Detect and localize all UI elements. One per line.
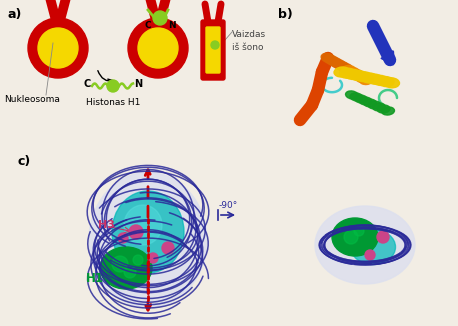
Ellipse shape [338,64,353,72]
Circle shape [211,41,219,49]
Circle shape [28,18,88,78]
Ellipse shape [100,247,152,289]
Circle shape [365,250,375,260]
Text: iš šono: iš šono [232,43,263,52]
Ellipse shape [335,62,349,70]
Ellipse shape [364,99,376,107]
Ellipse shape [315,206,415,284]
Text: c): c) [18,155,31,168]
Ellipse shape [332,59,345,68]
Circle shape [162,242,174,254]
Text: Histonas H1: Histonas H1 [86,98,140,107]
Ellipse shape [383,78,399,88]
Text: C: C [83,79,91,89]
Circle shape [138,28,178,68]
Circle shape [133,255,143,265]
Ellipse shape [345,69,361,80]
Ellipse shape [360,75,373,84]
Circle shape [344,230,358,244]
Ellipse shape [356,73,370,82]
Ellipse shape [349,69,363,79]
Ellipse shape [372,103,386,111]
Text: N: N [134,79,142,89]
Ellipse shape [350,230,396,264]
Ellipse shape [346,91,359,99]
Ellipse shape [359,97,372,105]
Ellipse shape [382,107,394,115]
Ellipse shape [367,74,383,84]
Ellipse shape [350,71,366,81]
Text: C: C [145,22,151,31]
Circle shape [124,266,136,278]
Text: N: N [168,22,176,31]
Circle shape [38,28,78,68]
Ellipse shape [328,57,342,67]
Ellipse shape [372,75,388,85]
Ellipse shape [377,105,390,113]
Ellipse shape [356,72,372,82]
Circle shape [148,253,158,263]
Ellipse shape [368,101,381,109]
FancyBboxPatch shape [206,27,220,73]
Ellipse shape [353,71,366,81]
Ellipse shape [332,218,378,256]
Ellipse shape [112,191,184,273]
Ellipse shape [378,77,394,87]
Ellipse shape [342,66,356,75]
Text: -90°: -90° [218,200,238,210]
Ellipse shape [354,95,367,103]
Text: Vaizdas: Vaizdas [232,30,266,39]
Ellipse shape [89,172,207,307]
Ellipse shape [325,55,338,65]
Circle shape [153,11,167,25]
Text: Nukleosoma: Nukleosoma [4,95,60,104]
Circle shape [377,231,389,243]
Circle shape [128,18,188,78]
Text: H3: H3 [98,220,115,230]
Ellipse shape [321,53,335,63]
Circle shape [112,256,128,272]
Ellipse shape [350,93,363,101]
FancyBboxPatch shape [201,20,225,80]
Ellipse shape [334,67,350,77]
Ellipse shape [361,73,377,83]
Circle shape [118,233,128,243]
Circle shape [129,225,143,239]
Text: b): b) [278,8,293,21]
Circle shape [107,80,119,92]
Ellipse shape [339,68,355,78]
Circle shape [354,226,364,236]
Ellipse shape [345,67,360,77]
Ellipse shape [124,205,162,245]
Text: H1: H1 [86,272,104,285]
Text: a): a) [8,8,22,21]
